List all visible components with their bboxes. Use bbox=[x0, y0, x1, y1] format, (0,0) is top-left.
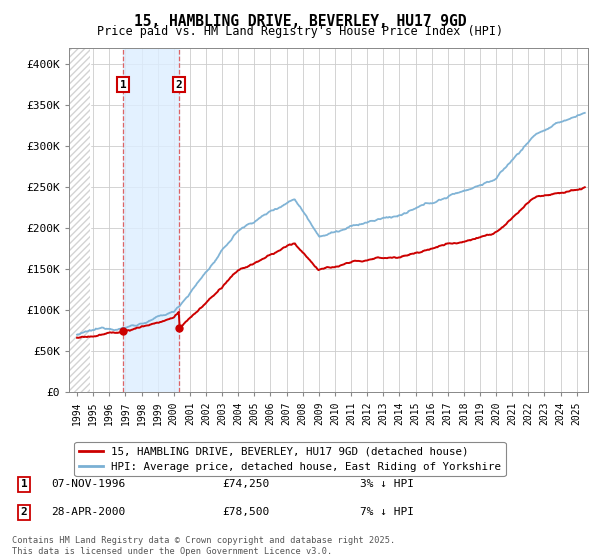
Text: Price paid vs. HM Land Registry's House Price Index (HPI): Price paid vs. HM Land Registry's House … bbox=[97, 25, 503, 38]
Text: 2: 2 bbox=[176, 80, 182, 90]
Bar bbox=[123, 48, 179, 392]
Text: 7% ↓ HPI: 7% ↓ HPI bbox=[360, 507, 414, 517]
Text: 1: 1 bbox=[119, 80, 127, 90]
Text: £74,250: £74,250 bbox=[222, 479, 269, 489]
Bar bbox=[69, 48, 90, 392]
Text: 1: 1 bbox=[20, 479, 28, 489]
Bar bbox=[69, 48, 90, 392]
Text: 3% ↓ HPI: 3% ↓ HPI bbox=[360, 479, 414, 489]
Text: 28-APR-2000: 28-APR-2000 bbox=[51, 507, 125, 517]
Text: Contains HM Land Registry data © Crown copyright and database right 2025.
This d: Contains HM Land Registry data © Crown c… bbox=[12, 536, 395, 556]
Text: 15, HAMBLING DRIVE, BEVERLEY, HU17 9GD: 15, HAMBLING DRIVE, BEVERLEY, HU17 9GD bbox=[134, 14, 466, 29]
Legend: 15, HAMBLING DRIVE, BEVERLEY, HU17 9GD (detached house), HPI: Average price, det: 15, HAMBLING DRIVE, BEVERLEY, HU17 9GD (… bbox=[74, 442, 506, 476]
Text: 2: 2 bbox=[20, 507, 28, 517]
Text: £78,500: £78,500 bbox=[222, 507, 269, 517]
Text: 07-NOV-1996: 07-NOV-1996 bbox=[51, 479, 125, 489]
